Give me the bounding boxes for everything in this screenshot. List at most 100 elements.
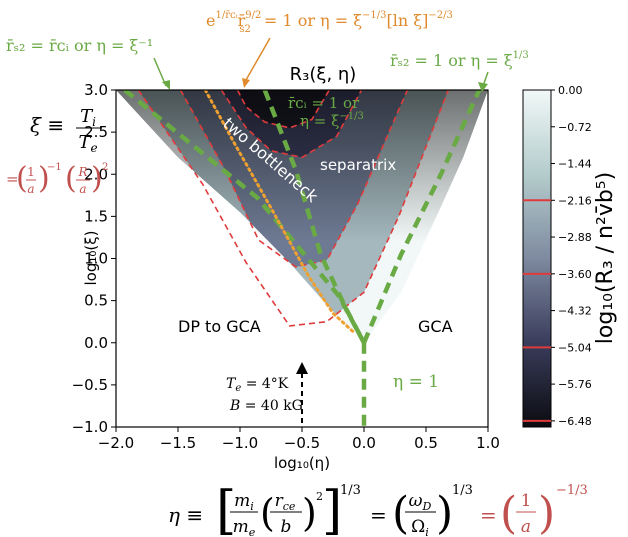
svg-text:a: a: [27, 182, 34, 196]
arrow-top-center: [245, 37, 271, 81]
region-label-dp-to-gca: DP to GCA: [178, 317, 261, 336]
svg-text:=: =: [370, 503, 387, 527]
svg-text:−1/3: −1/3: [556, 483, 588, 498]
xi-red-formula: = ( 1 a ) −1 ( R a ) 2: [6, 161, 108, 196]
svg-text:log₁₀(R₃ / n²v̄b⁵): log₁₀(R₃ / n²v̄b⁵): [593, 172, 618, 344]
svg-text:e1/r̄ᴄᵢr̄9/2s2 = 1 or η = ξ−1/: e1/r̄ᴄᵢr̄9/2 s2 = 1 or η = ξ−1/3[ln ξ]−2/…: [206, 10, 453, 35]
svg-text:b: b: [281, 517, 292, 537]
y-tick-label: 2.0: [84, 165, 108, 183]
svg-text:(: (: [16, 161, 28, 196]
x-tick-label: 1.0: [476, 434, 500, 452]
colorbar-tick-label: −5.04: [558, 341, 592, 354]
y-tick-label: −0.5: [72, 376, 108, 394]
colorbar-tick-label: −3.60: [558, 268, 592, 281]
arrow-top-right-head: [478, 82, 488, 92]
colorbar-contour-marks: [523, 199, 551, 422]
svg-text:Te: Te: [78, 132, 97, 155]
svg-text:η ≡: η ≡: [168, 503, 203, 527]
svg-text:1/3: 1/3: [452, 483, 473, 498]
annotation-top-left-green: r̄ₛ₂ = r̄ᴄᵢ or η = ξ⁻¹: [6, 36, 153, 55]
svg-text:2: 2: [316, 490, 323, 503]
colorbar-tick-label: −2.88: [558, 231, 592, 244]
colorbar-tick-label: −4.32: [558, 305, 592, 318]
divider-rs2_eq_rci: [123, 90, 366, 344]
svg-text:): ): [91, 161, 103, 196]
svg-text:a: a: [79, 182, 86, 196]
svg-text:ωD: ωD: [409, 491, 432, 513]
x-axis-label: log₁₀(η): [274, 454, 330, 472]
svg-text:1: 1: [521, 491, 532, 511]
x-tick-label: −1.0: [222, 434, 258, 452]
annotation-inner-green-1: r̄ᴄᵢ = 1 or: [288, 94, 360, 112]
svg-text:R: R: [77, 165, 87, 179]
svg-text:a: a: [521, 517, 531, 537]
x-tick-label: −1.5: [160, 434, 196, 452]
arrow-top-center-head: [242, 78, 250, 88]
colorbar-tick-label: −0.72: [558, 121, 592, 134]
divider-two_bottleneck_line: [203, 90, 356, 335]
y-tick-label: 1.0: [84, 250, 108, 268]
annotation-top-right-green: r̄ₛ₂ = 1 or η = ξ1/3: [390, 50, 529, 70]
colorbar-tick-label: −2.16: [558, 194, 592, 207]
x-axis-ticks: −2.0 −1.5 −1.0 −0.5 0.0 0.5 1.0: [98, 427, 500, 452]
svg-text:=: =: [6, 170, 19, 188]
svg-text:(: (: [260, 491, 275, 535]
contour-line-3: [137, 90, 450, 327]
x-tick-label: 0.5: [414, 434, 438, 452]
arrow-top-left-head: [162, 80, 170, 90]
region-label-separatrix: separatrix: [320, 156, 396, 174]
te-arrow-head: [296, 362, 308, 374]
svg-text:1: 1: [27, 165, 35, 179]
svg-text:1/3: 1/3: [340, 483, 361, 498]
y-tick-label: 3.0: [84, 81, 108, 99]
colorbar-tick-label: −6.48: [558, 415, 592, 428]
svg-text:2: 2: [102, 162, 108, 173]
svg-text:ξ ≡: ξ ≡: [30, 113, 64, 137]
eta-definition: η ≡ [ mi me ( rce b ) 2 ] 1/3 = ( ωD Ωi …: [168, 481, 473, 537]
svg-text:=: =: [480, 503, 497, 527]
colorbar-tick-label: 0.00: [558, 84, 583, 97]
x-tick-label: 0.0: [352, 434, 376, 452]
annotation-b: B = 40 kG: [229, 398, 303, 414]
svg-text:[: [: [216, 481, 236, 537]
annotation-top-center-orange: e1/r̄ᴄᵢr̄9/2 s2 = 1 or η = ξ−1/3[ln ξ]−2/…: [206, 10, 453, 35]
svg-text:(: (: [500, 488, 517, 537]
colorbar-ticks: 0.00 −0.72 −1.44 −2.16 −2.88 −3.60 −4.32 −5.04 −…: [551, 84, 592, 428]
y-axis-ticks: −1.0−0.50.00.51.01.52.02.53.0: [72, 81, 116, 436]
divider-lines: [123, 90, 482, 427]
svg-text:): ): [436, 488, 453, 537]
svg-text:−1: −1: [47, 162, 62, 173]
x-tick-label: −2.0: [98, 434, 134, 452]
y-tick-label: 0.0: [84, 334, 108, 352]
svg-text:): ): [302, 491, 317, 535]
y-tick-label: 0.5: [84, 292, 108, 310]
svg-text:me: me: [233, 517, 256, 537]
annotation-inner-green-2: η = ξ−1/3: [300, 111, 364, 130]
annotation-eta-one: η = 1: [393, 372, 439, 392]
contour-line-1: [220, 90, 363, 159]
svg-text:rce: rce: [275, 491, 296, 513]
colorbar: [522, 89, 552, 428]
svg-text:(: (: [65, 161, 77, 196]
svg-text:(: (: [392, 488, 409, 537]
annotation-te: Te = 4°K: [226, 376, 289, 394]
divider-rci_eq_1: [262, 90, 366, 344]
svg-text:Ti: Ti: [80, 106, 96, 129]
colorbar-tick-label: −1.44: [558, 158, 592, 171]
chart-title: R₃(ξ, η): [290, 64, 357, 85]
eta-red-formula: = ( 1 a ) −1/3: [480, 483, 588, 537]
y-tick-label: 1.5: [84, 207, 108, 225]
svg-text:mi: mi: [234, 491, 254, 513]
y-tick-label: −1.0: [72, 418, 108, 436]
svg-text:Ωi: Ωi: [411, 517, 429, 537]
region-label-gca: GCA: [418, 317, 453, 336]
arrow-top-left: [153, 57, 167, 87]
svg-text:): ): [38, 161, 50, 196]
svg-text:): ): [538, 488, 555, 537]
y-axis-label: log₁₀(ξ): [82, 231, 100, 286]
colorbar-label: log₁₀(R₃ / n²v̄b⁵): [593, 172, 618, 344]
x-tick-label: −0.5: [284, 434, 320, 452]
xi-definition: ξ ≡ Ti Te: [30, 106, 102, 155]
svg-text:]: ]: [322, 481, 342, 537]
